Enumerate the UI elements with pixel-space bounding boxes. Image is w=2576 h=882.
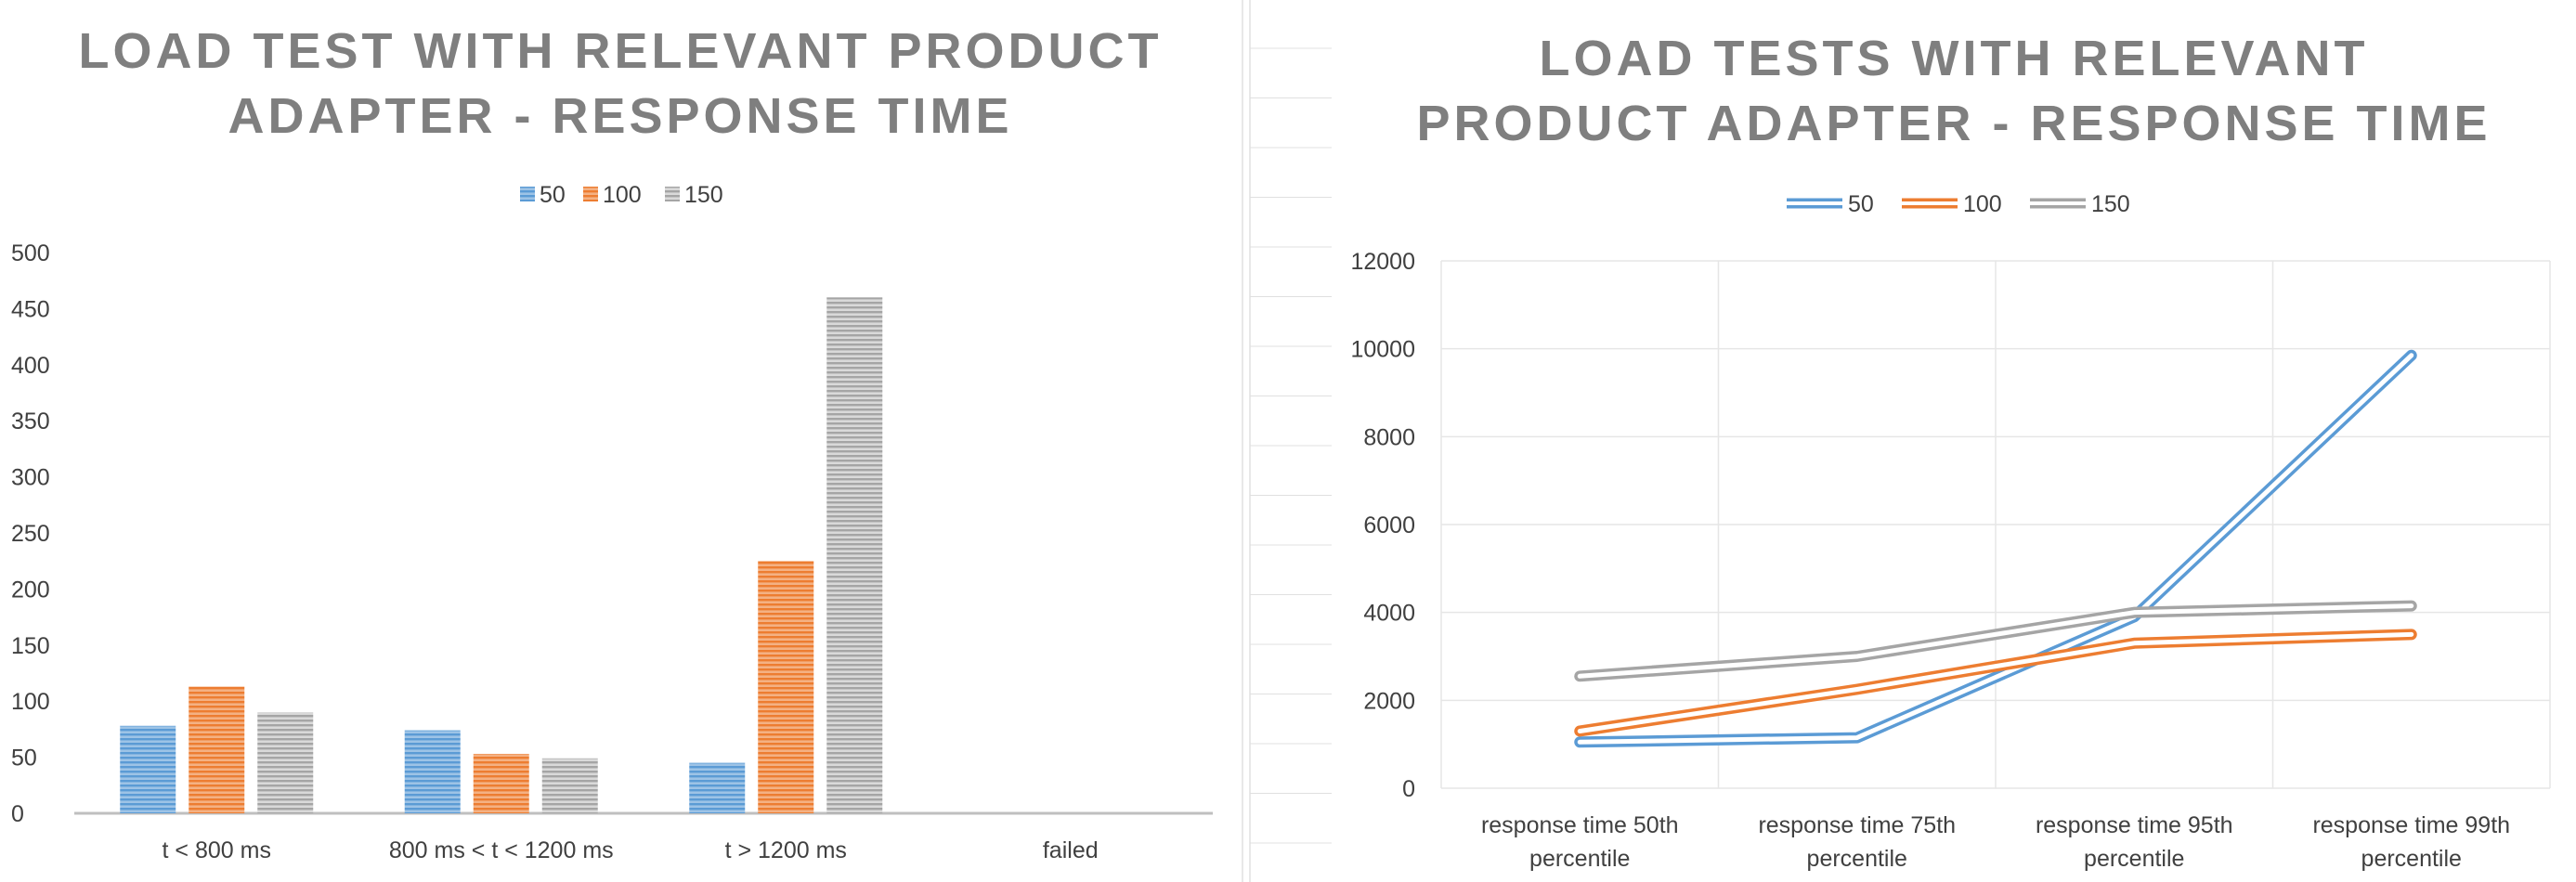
x-tick-label: t > 1200 ms (725, 837, 847, 863)
x-tick-label-line-2: percentile (2084, 846, 2184, 872)
y-tick-label: 100 (11, 689, 50, 715)
x-tick-label-line-1: response time 50th (1481, 812, 1679, 838)
x-tick-label-line-2: percentile (1807, 846, 1907, 872)
bar-chart-plot: 50 100 150 0 50 100 150 200 250 300 350 400 450 500 t … (11, 182, 1213, 863)
y-tick-label: 250 (11, 521, 50, 547)
line-chart-title-line-1: LOAD TESTS WITH RELEVANT (1539, 31, 2369, 86)
bar-50-1 (404, 730, 461, 813)
bar-chart-title: LOAD TEST WITH RELEVANT PRODUCT ADAPTER … (0, 19, 1241, 149)
y-tick-label: 200 (11, 577, 50, 603)
bar-50-0 (120, 725, 176, 813)
bar-50-2 (689, 762, 746, 813)
bar-100-0 (189, 686, 245, 813)
x-tick-label-line-1: response time 99th (2312, 812, 2510, 838)
x-tick-label-line-2: percentile (2361, 846, 2462, 872)
y-tick-label: 400 (11, 353, 50, 379)
line-chart-panel: LOAD TESTS WITH RELEVANT PRODUCT ADAPTER… (1332, 0, 2576, 882)
bar-100-2 (758, 561, 814, 813)
y-tick-label: 300 (11, 465, 50, 491)
y-tick-label: 350 (11, 409, 50, 435)
legend-label-100: 100 (603, 182, 642, 208)
bar-chart-panel: LOAD TEST WITH RELEVANT PRODUCT ADAPTER … (0, 0, 1241, 882)
bar-150-1 (541, 758, 598, 813)
y-tick-label: 8000 (1363, 424, 1415, 450)
y-tick-label: 6000 (1363, 512, 1415, 538)
legend-label-50: 50 (1848, 191, 1874, 217)
x-tick-label: failed (1043, 837, 1099, 863)
y-tick-label: 0 (1402, 776, 1415, 802)
y-tick-label: 0 (11, 801, 24, 827)
y-tick-label: 500 (11, 240, 50, 266)
y-tick-label: 50 (11, 746, 37, 772)
x-tick-label-line-2: percentile (1529, 846, 1630, 872)
y-tick-label: 10000 (1350, 337, 1415, 363)
legend-label-150: 150 (2091, 191, 2130, 217)
legend-swatch-50 (520, 187, 535, 201)
legend-label-100: 100 (1963, 191, 2002, 217)
series-line-inner-150 (1577, 603, 2414, 679)
x-tick-label-line-1: response time 75th (1758, 812, 1956, 838)
line-chart-title-line-2: PRODUCT ADAPTER - RESPONSE TIME (1416, 96, 2491, 151)
line-chart-title: LOAD TESTS WITH RELEVANT PRODUCT ADAPTER… (1332, 26, 2576, 156)
series-line-inner-100 (1577, 631, 2414, 733)
legend-swatch-100 (583, 187, 598, 201)
y-tick-label: 2000 (1363, 688, 1415, 714)
x-tick-label-line-1: response time 95th (2036, 812, 2233, 838)
y-tick-label: 450 (11, 296, 50, 322)
bar-100-1 (473, 753, 529, 813)
legend-swatch-150 (665, 187, 680, 201)
y-tick-label: 4000 (1363, 601, 1415, 627)
x-tick-label: t < 800 ms (163, 837, 271, 863)
spreadsheet-gutter (1241, 0, 1332, 882)
spreadsheet-gridlines (1242, 0, 1332, 882)
line-chart-plot: 0 2000 4000 6000 8000 10000 12000 response time… (1350, 191, 2551, 872)
legend-label-150: 150 (684, 182, 723, 208)
bar-chart-title-line-1: LOAD TEST WITH RELEVANT PRODUCT (78, 23, 1163, 79)
bar-150-0 (257, 712, 314, 813)
y-tick-label: 12000 (1350, 249, 1415, 275)
y-tick-label: 150 (11, 633, 50, 659)
bar-150-2 (826, 297, 883, 813)
series-line-inner-50 (1577, 353, 2414, 745)
bar-chart-title-line-2: ADAPTER - RESPONSE TIME (228, 88, 1013, 144)
x-tick-label: 800 ms < t < 1200 ms (389, 837, 614, 863)
legend-label-50: 50 (540, 182, 566, 208)
